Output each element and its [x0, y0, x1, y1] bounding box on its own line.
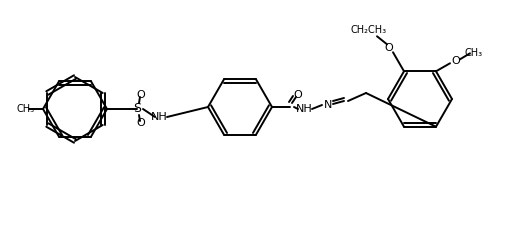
Text: CH₂CH₃: CH₂CH₃	[351, 25, 387, 35]
Text: N: N	[324, 100, 332, 110]
Text: NH: NH	[296, 104, 313, 114]
Text: O: O	[452, 56, 461, 66]
Text: CH₃: CH₃	[465, 48, 483, 58]
Text: NH: NH	[151, 112, 168, 122]
Text: O: O	[136, 90, 145, 100]
Text: S: S	[133, 103, 141, 116]
Text: O: O	[294, 90, 302, 100]
Text: CH₃: CH₃	[17, 104, 35, 114]
Text: O: O	[136, 118, 145, 128]
Text: O: O	[385, 43, 393, 53]
